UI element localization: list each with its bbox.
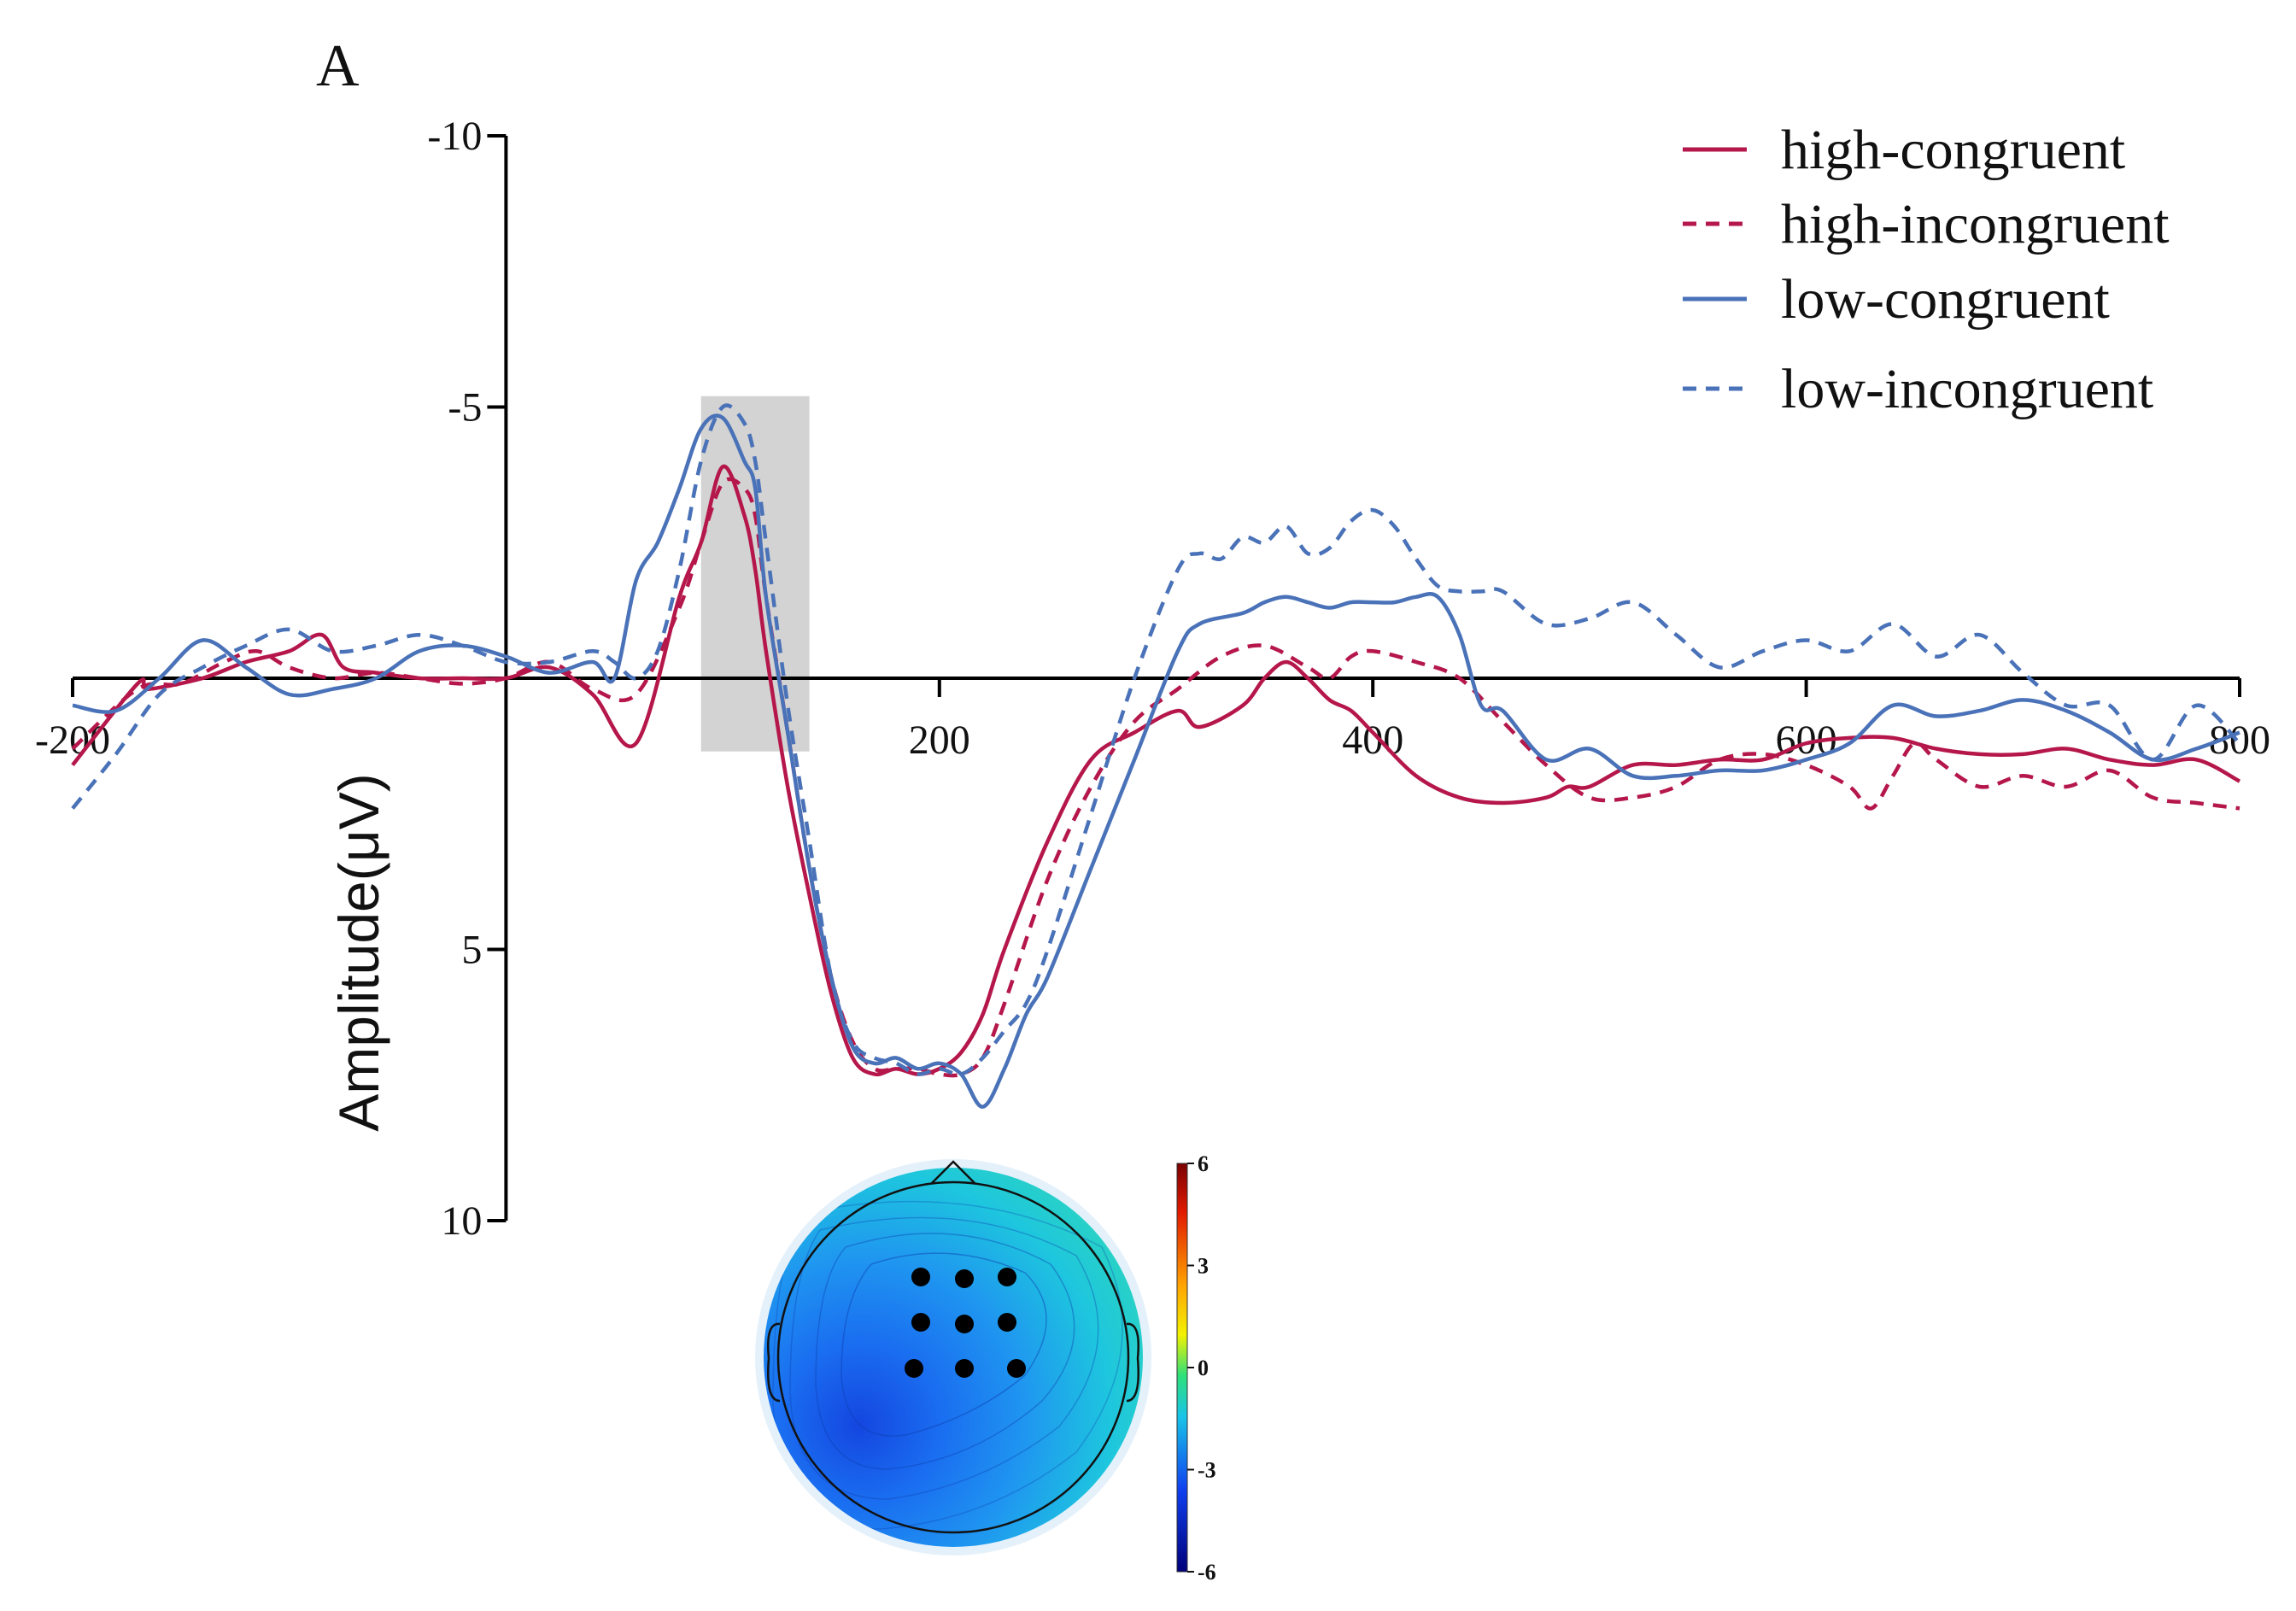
colorbar-tick-label: 3 bbox=[1198, 1254, 1209, 1279]
colorbar-tick-label: -6 bbox=[1198, 1560, 1216, 1585]
legend: high-congruent high-incongruent low-congru… bbox=[1683, 119, 2170, 420]
legend-label: high-incongruent bbox=[1781, 193, 2170, 255]
legend-label: high-congruent bbox=[1781, 119, 2125, 181]
electrode-dot bbox=[955, 1269, 974, 1288]
electrode-dot bbox=[998, 1313, 1016, 1332]
series-lines bbox=[71, 403, 2241, 1109]
electrode-dot bbox=[955, 1359, 974, 1378]
topomap-outline bbox=[776, 1180, 1130, 1534]
colorbar-gradient bbox=[1176, 1163, 1188, 1573]
legend-label: low-incongruent bbox=[1781, 358, 2153, 420]
y-axis-label: Amplitude(μV) bbox=[327, 773, 390, 1132]
panel-label: A bbox=[316, 33, 360, 99]
legend-label: low-congruent bbox=[1781, 268, 2110, 331]
electrode-dot bbox=[1007, 1359, 1026, 1378]
y-axis-ticks: -10 -5 5 10 bbox=[427, 114, 507, 1244]
topomap-nose bbox=[930, 1160, 976, 1185]
series-line-high-incongruent bbox=[71, 477, 2240, 1078]
electrode-dot bbox=[911, 1268, 930, 1286]
topomap-head bbox=[764, 1168, 1143, 1547]
colorbar: 6 3 0 -3 -6 bbox=[1176, 1151, 1216, 1585]
x-axis-ticks: -200 200 400 600 800 bbox=[35, 678, 2270, 763]
series-line-low-congruent bbox=[72, 413, 2240, 1109]
y-tick-label: 5 bbox=[461, 928, 482, 973]
electrode-dot bbox=[911, 1313, 930, 1332]
colorbar-ticks: 6 3 0 -3 -6 bbox=[1187, 1151, 1216, 1585]
electrode-dot bbox=[905, 1359, 923, 1378]
y-tick-label: 10 bbox=[441, 1198, 482, 1244]
colorbar-tick-label: 6 bbox=[1198, 1151, 1209, 1176]
y-tick-label: -10 bbox=[427, 114, 482, 159]
topomap-electrodes bbox=[905, 1268, 1026, 1378]
colorbar-tick-label: -3 bbox=[1198, 1458, 1216, 1483]
x-tick-label: 200 bbox=[909, 718, 970, 763]
topomap-contours bbox=[772, 1200, 1123, 1530]
topomap-right-ear bbox=[1126, 1322, 1139, 1403]
electrode-dot bbox=[998, 1268, 1016, 1286]
topomap-left-ear bbox=[767, 1322, 781, 1403]
series-line-high-congruent bbox=[71, 465, 2241, 1077]
colorbar-tick-label: 0 bbox=[1198, 1356, 1209, 1380]
electrode-dot bbox=[955, 1315, 974, 1333]
series-line-low-incongruent bbox=[71, 403, 2241, 1077]
y-tick-label: -5 bbox=[448, 385, 482, 431]
scalp-topomap bbox=[755, 1159, 1151, 1555]
